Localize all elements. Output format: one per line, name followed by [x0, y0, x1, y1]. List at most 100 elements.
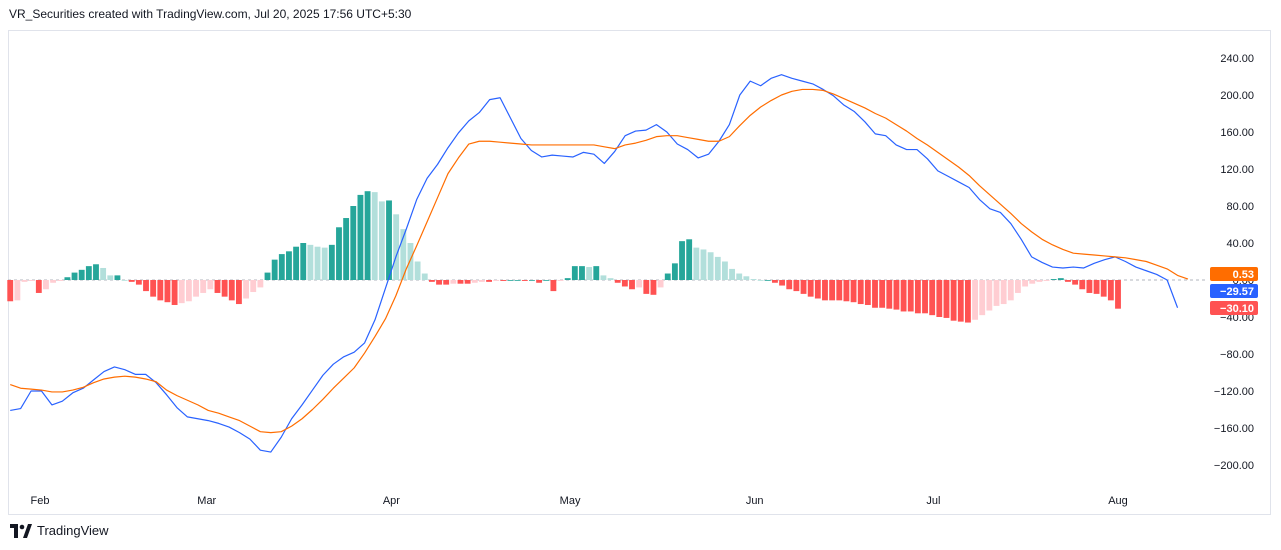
y-tick-label: 120.00 — [1220, 164, 1254, 176]
histogram-bar — [743, 276, 750, 280]
histogram-bar — [300, 243, 307, 280]
histogram-bar — [7, 280, 14, 302]
histogram-bar — [493, 280, 500, 281]
histogram-bar — [721, 261, 728, 280]
histogram-bar — [107, 275, 114, 281]
histogram-bar — [114, 275, 121, 281]
histogram-bar — [893, 280, 900, 310]
y-tick-label: −120.00 — [1214, 386, 1254, 398]
histogram-bar — [600, 275, 607, 281]
histogram-bar — [972, 280, 978, 320]
histogram-bar — [100, 267, 107, 280]
histogram-bar — [550, 280, 557, 292]
histogram-bar — [850, 280, 857, 303]
y-tick-label: 240.00 — [1220, 53, 1254, 65]
histogram-bar — [936, 280, 943, 317]
histogram-bar — [428, 280, 435, 282]
histogram-bar — [471, 280, 478, 283]
histogram-bar — [421, 273, 428, 280]
histogram-bar — [21, 280, 28, 282]
histogram-bar — [686, 239, 693, 280]
histogram-bar — [729, 268, 735, 280]
histogram-bar — [35, 280, 42, 293]
histogram-bar — [571, 266, 578, 281]
histogram-bar — [321, 247, 328, 281]
histogram-bar — [193, 280, 199, 297]
histogram-bar — [135, 280, 142, 285]
histogram-bar — [128, 280, 135, 282]
histogram-bar — [1107, 280, 1114, 301]
histogram-bar — [64, 277, 71, 280]
histogram-bar — [807, 280, 814, 297]
histogram-bar — [185, 280, 192, 302]
histogram-bar — [57, 280, 64, 281]
y-tick-label: −200.00 — [1214, 460, 1254, 472]
tradingview-logo-icon — [10, 523, 32, 538]
histogram-bar — [1100, 280, 1107, 297]
histogram-bar — [950, 280, 957, 321]
x-tick-label: Apr — [383, 495, 400, 507]
histogram-bar — [1079, 280, 1086, 290]
x-tick-label: Mar — [197, 495, 216, 507]
histogram-bar — [793, 280, 800, 292]
histogram-bar — [414, 261, 421, 280]
histogram-bar — [164, 280, 171, 303]
histogram-bar — [614, 280, 621, 283]
histogram-bar — [371, 192, 378, 281]
histogram-bar — [1007, 280, 1014, 301]
histogram-bar — [328, 244, 335, 280]
histogram-bar — [286, 251, 292, 280]
histogram-bar — [28, 280, 35, 281]
histogram-bar — [157, 280, 164, 301]
histogram-bar — [1072, 280, 1079, 285]
histogram-bar — [50, 280, 57, 283]
price-badge-label: 0.53 — [1233, 269, 1254, 281]
histogram-bar — [293, 246, 300, 280]
histogram-bar — [900, 280, 907, 312]
histogram-bar — [1000, 280, 1007, 305]
histogram-bar — [579, 266, 585, 281]
histogram-bar — [636, 280, 643, 288]
chart-frame — [8, 30, 1271, 515]
histogram-bar — [343, 218, 350, 280]
histogram-bar — [93, 264, 99, 280]
histogram-bar — [957, 280, 964, 322]
histogram-bar — [1029, 280, 1036, 284]
histogram-bar — [750, 279, 757, 280]
tradingview-brand-label: TradingView — [37, 523, 109, 538]
histogram-bar — [814, 280, 821, 299]
histogram-bar — [629, 280, 635, 290]
histogram-bar — [843, 280, 850, 302]
histogram-bar — [85, 266, 92, 281]
histogram-bar — [700, 249, 707, 280]
histogram-bar — [171, 280, 178, 305]
histogram-bar — [536, 280, 543, 283]
histogram-bar — [529, 280, 535, 281]
y-tick-label: −160.00 — [1214, 423, 1254, 435]
histogram-bar — [250, 280, 257, 293]
histogram-bar — [214, 280, 221, 293]
histogram-bar — [1043, 280, 1050, 281]
tradingview-footer[interactable]: TradingView — [10, 523, 109, 538]
histogram-bar — [643, 280, 650, 294]
histogram-bar — [264, 272, 271, 280]
histogram-bar — [200, 280, 207, 293]
histogram-bar — [178, 280, 185, 304]
histogram-bar — [757, 280, 764, 281]
histogram-bar — [621, 280, 628, 287]
histogram-bar — [78, 269, 85, 280]
x-tick-label: Aug — [1108, 495, 1128, 507]
histogram-bar — [1065, 280, 1071, 282]
histogram-bar — [543, 280, 550, 281]
histogram-bar — [336, 227, 342, 280]
histogram-bar — [407, 243, 414, 280]
histogram-bar — [993, 280, 1000, 306]
x-tick-label: Jul — [926, 495, 940, 507]
histogram-bar — [457, 280, 464, 284]
histogram-bar — [43, 280, 49, 290]
histogram-bar — [707, 252, 714, 280]
histogram-bar — [671, 263, 678, 280]
histogram-bar — [764, 280, 771, 281]
histogram-bar — [864, 280, 871, 305]
